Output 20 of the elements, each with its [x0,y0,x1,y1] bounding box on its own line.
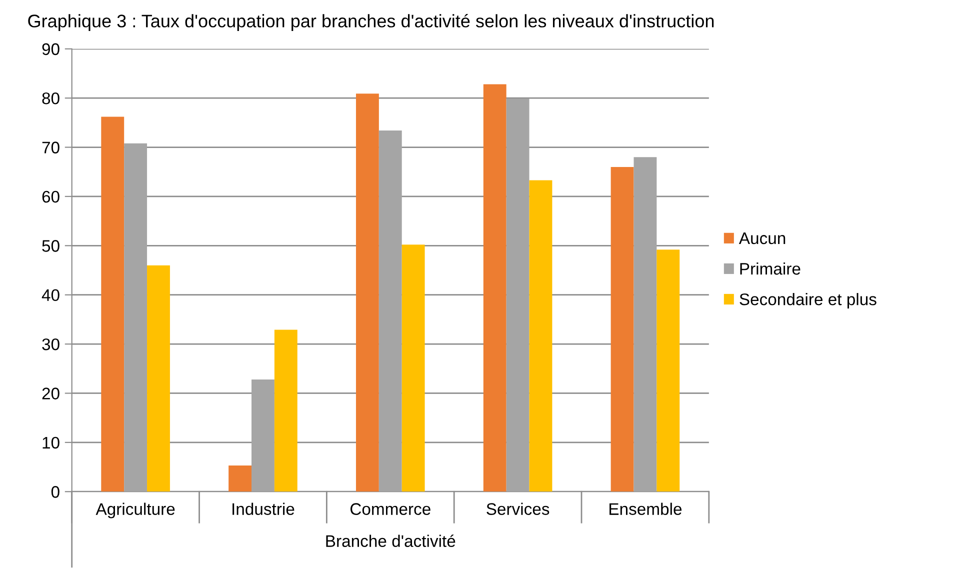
y-tick-label: 50 [42,240,60,252]
x-tick-label: Services [486,502,550,515]
legend-label: Aucun [738,232,786,244]
x-axis-title: Branche d'activité [326,534,456,548]
x-tick-label: Ensemble [610,502,682,515]
y-tick-label: 60 [42,190,60,203]
y-tick-label: 10 [42,436,60,449]
x-tick-label: Commerce [350,503,430,515]
legend-label: Primaire [740,262,800,275]
y-tick-label: 30 [42,338,60,350]
legend-label: Secondaire et plus [740,293,876,309]
x-tick-label: Agriculture [96,502,175,518]
chart-title: Graphique 3 : Taux d'occupation par branches d'activité selon les niveaux d'instruction [28,14,714,32]
x-tick-label: Industrie [232,502,294,515]
y-tick-label: 80 [42,92,60,104]
y-tick-label: 90 [42,43,60,56]
y-tick-label: 0 [51,486,60,498]
y-tick-label: 70 [42,142,60,154]
y-tick-label: 20 [42,388,60,400]
y-tick-label: 40 [42,289,60,302]
